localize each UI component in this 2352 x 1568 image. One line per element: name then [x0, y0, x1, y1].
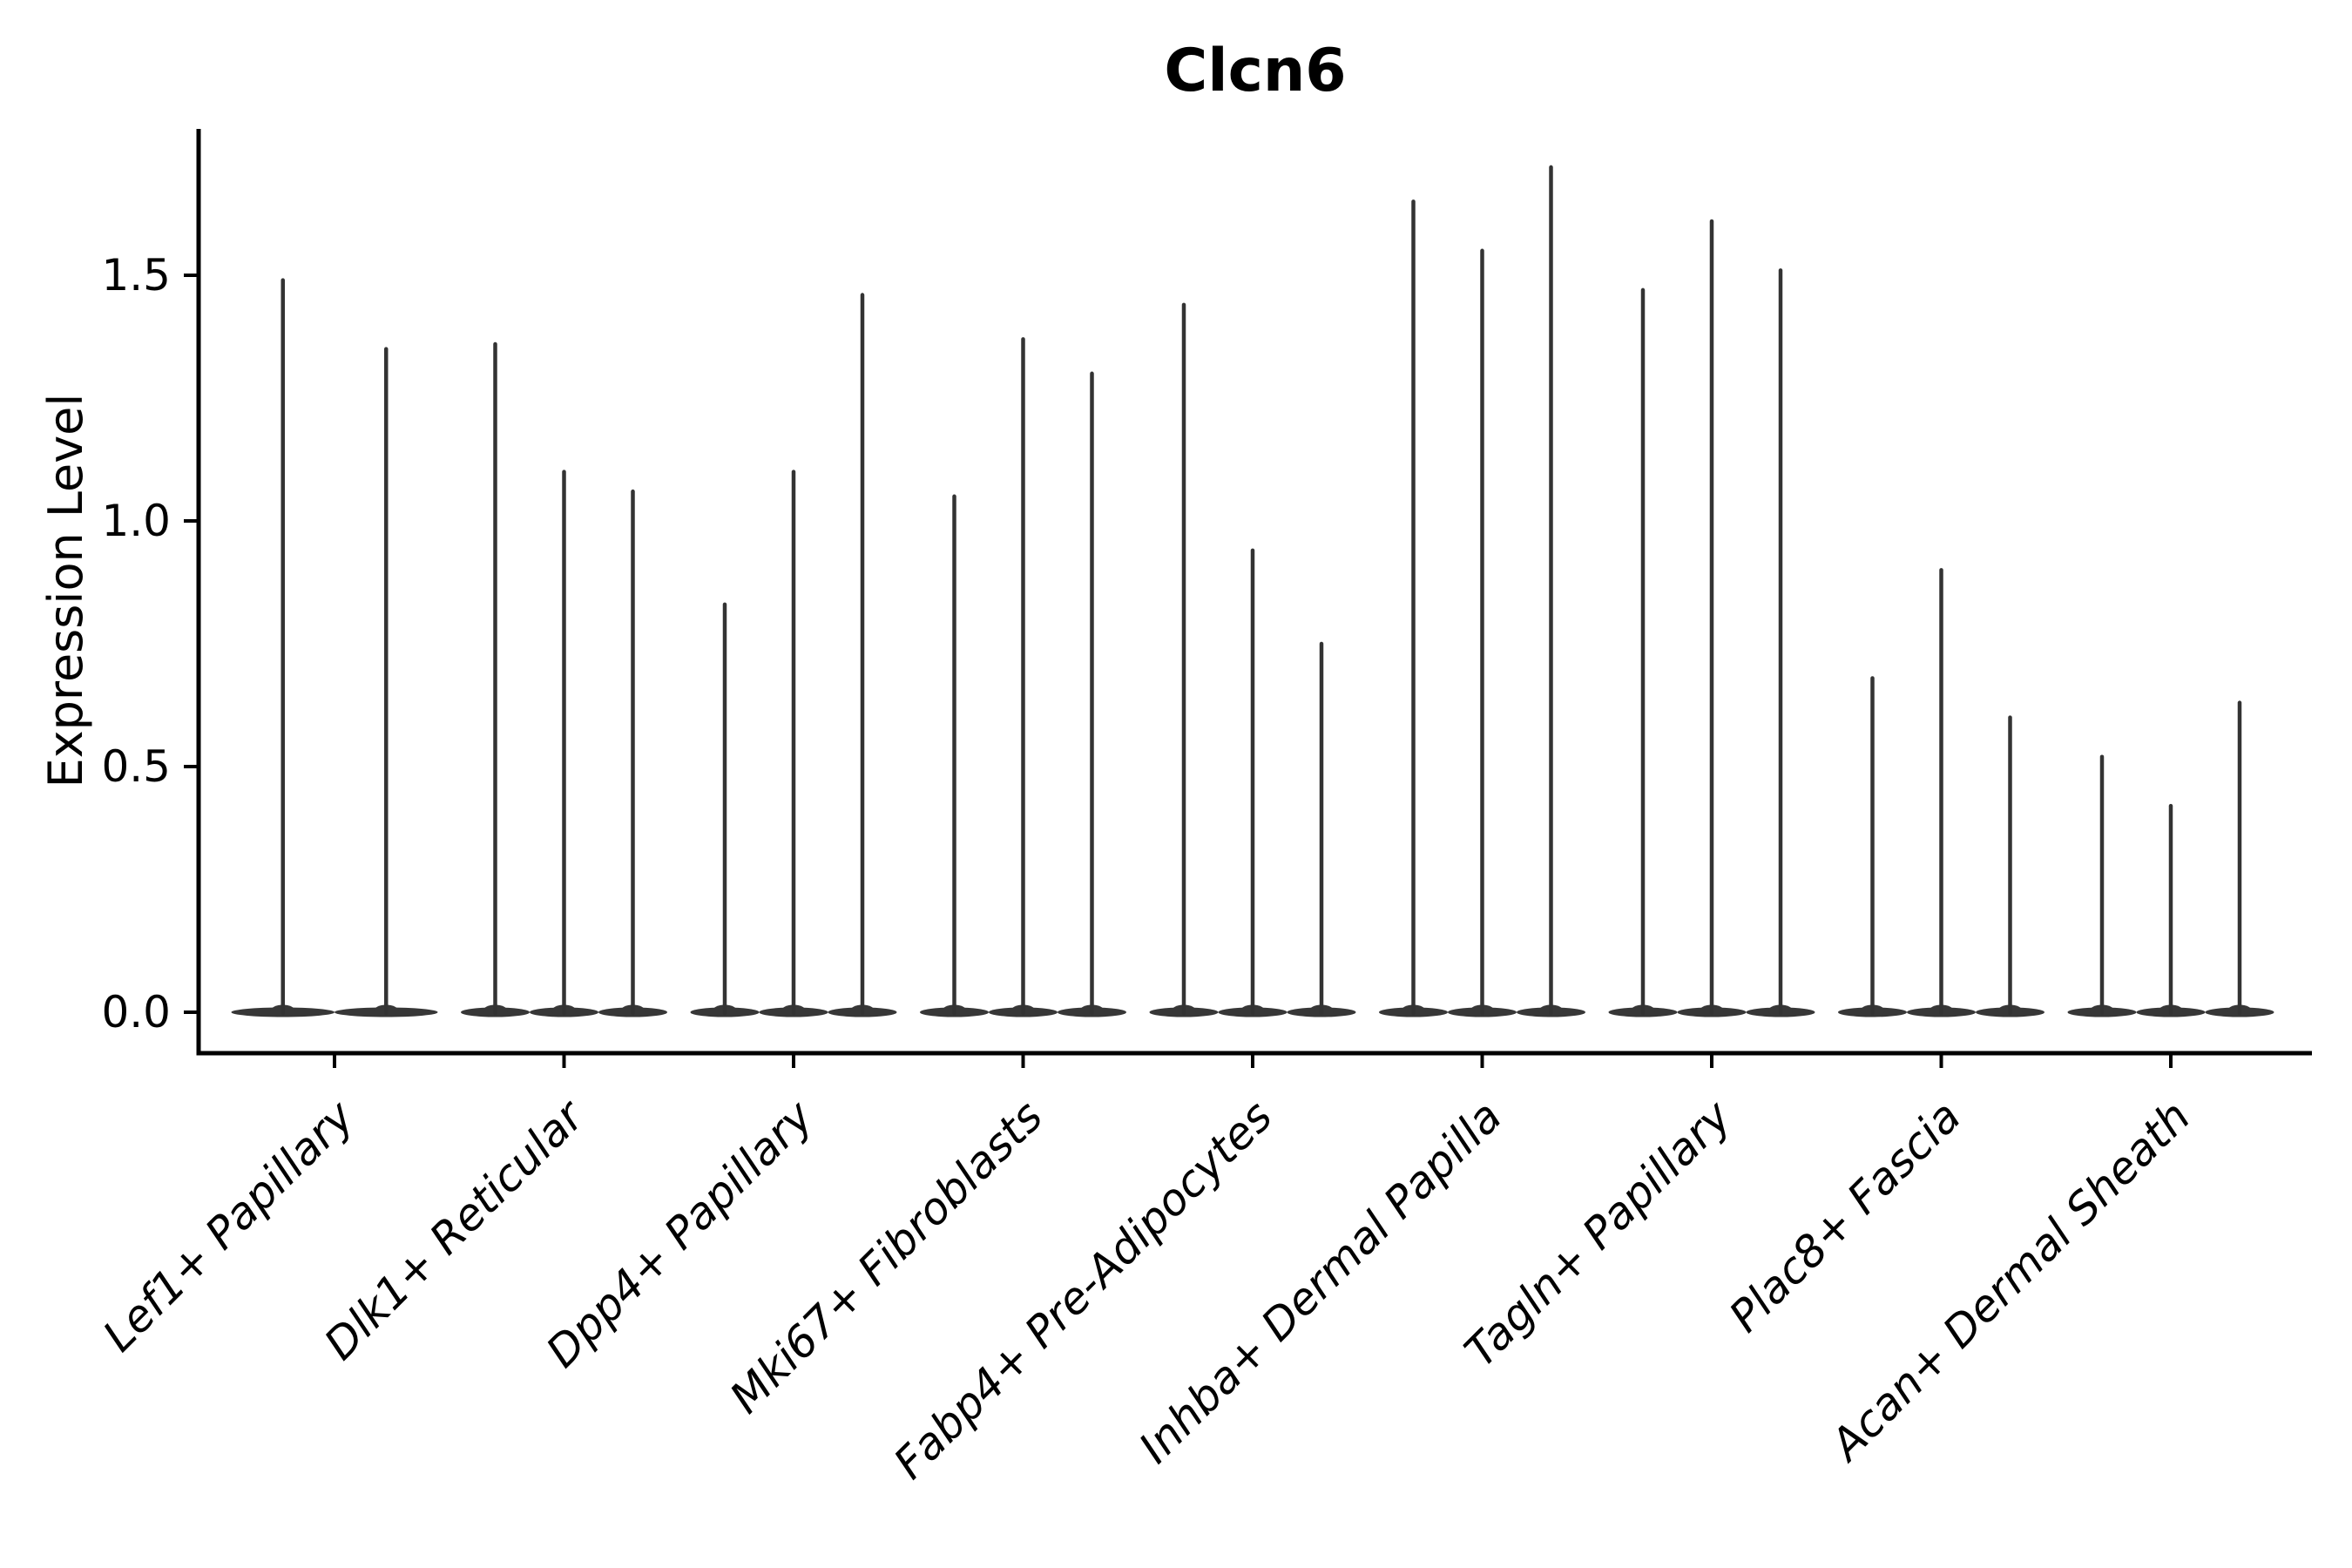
y-axis-label: Expression Level: [38, 394, 93, 788]
y-tick-label: 0.0: [101, 987, 171, 1037]
violin-group: [231, 278, 438, 1017]
violin-group: [2067, 700, 2274, 1017]
violin-group: [1379, 165, 1585, 1017]
y-tick-label: 1.0: [101, 496, 171, 546]
y-tick-label: 0.5: [101, 741, 171, 792]
chart-title: Clcn6: [1164, 37, 1346, 105]
violins-layer: [231, 165, 2274, 1017]
y-tick-label: 1.5: [101, 250, 171, 301]
violin-group: [1149, 302, 1356, 1017]
x-category-label: Lef1+ Papillary: [93, 1090, 364, 1361]
x-category-label: Inhba+ Dermal Papilla: [1130, 1091, 1511, 1472]
violin-group: [461, 341, 667, 1017]
violin-group: [920, 337, 1126, 1017]
violin-group: [1608, 219, 1815, 1017]
x-category-label: Fabp4+ Pre-Adipocytes: [884, 1091, 1282, 1489]
x-category-label: Plac8+ Fascia: [1720, 1091, 1970, 1342]
violin-group: [690, 293, 897, 1017]
violin-group: [1838, 568, 2044, 1017]
